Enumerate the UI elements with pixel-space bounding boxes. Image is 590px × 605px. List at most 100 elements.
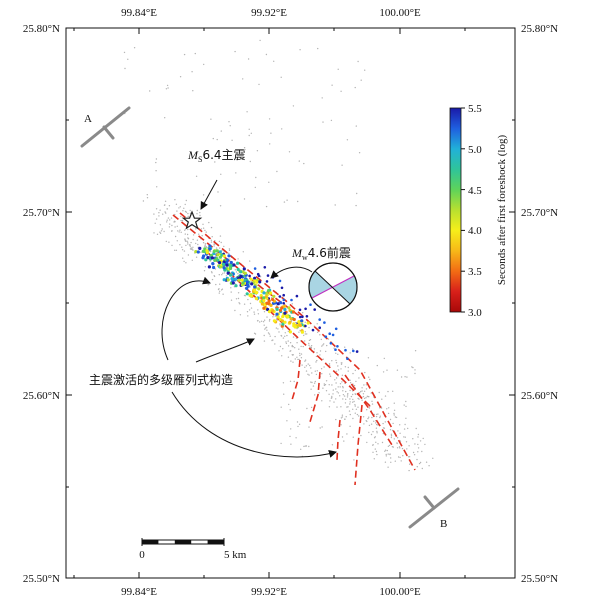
background-event [316, 323, 318, 325]
background-event [399, 432, 401, 434]
background-event [304, 340, 306, 342]
colorbar-ticks [461, 107, 465, 313]
background-event [366, 441, 368, 444]
background-event [370, 423, 373, 425]
background-event [322, 358, 324, 360]
foreshock-event [306, 321, 310, 325]
background-event [371, 403, 374, 405]
background-event [180, 219, 182, 222]
background-event [186, 240, 188, 242]
foreshock-event [236, 267, 240, 272]
foreshock-event [222, 260, 226, 264]
background-event [306, 407, 308, 410]
background-event [331, 384, 333, 386]
background-event [358, 415, 360, 417]
background-event [396, 442, 398, 444]
background-event [345, 416, 347, 418]
foreshock-event [280, 319, 284, 323]
background-event [185, 199, 187, 202]
background-event [258, 83, 260, 86]
colorbar-tick-label: 3.5 [468, 266, 482, 278]
background-event [335, 377, 338, 379]
background-event [222, 293, 224, 295]
background-event [296, 356, 298, 358]
background-event [319, 354, 321, 356]
background-event [192, 234, 195, 236]
background-event [174, 213, 176, 216]
background-event [341, 436, 344, 438]
foreshock-event [222, 254, 226, 258]
background-event [213, 243, 216, 245]
background-event [195, 175, 198, 177]
background-event [381, 441, 384, 444]
background-event [321, 426, 323, 428]
background-event [352, 408, 354, 410]
foreshock-event [280, 306, 284, 310]
background-event [344, 366, 347, 368]
foreshock-event [216, 253, 220, 257]
background-event [384, 395, 387, 397]
background-event [340, 368, 342, 370]
background-event [298, 423, 301, 425]
background-event [374, 448, 376, 450]
background-event [321, 97, 323, 99]
foreshock-event [276, 315, 280, 319]
foreshock-event [334, 327, 338, 331]
background-event [385, 455, 387, 457]
background-event [425, 461, 428, 463]
foreshock-event [328, 332, 332, 336]
background-event [316, 331, 319, 333]
background-event [171, 244, 173, 247]
background-event [393, 412, 395, 415]
background-event [381, 398, 383, 400]
background-event [336, 391, 338, 393]
background-event [372, 451, 374, 453]
background-event [383, 357, 385, 360]
mainshock-label-m: M [187, 148, 199, 162]
colorbar-tick-label: 3.0 [468, 307, 482, 319]
background-event [374, 436, 376, 438]
background-event [210, 226, 213, 229]
foreshock-event [267, 299, 271, 303]
background-event [202, 242, 205, 244]
background-event [347, 370, 349, 372]
foreshock-event [266, 274, 270, 277]
fault-trace [309, 371, 321, 423]
background-event [303, 334, 305, 337]
background-event [322, 344, 324, 346]
foreshock-event [272, 294, 276, 298]
foreshock-event [231, 281, 235, 285]
background-event [255, 176, 257, 179]
background-event [368, 424, 371, 427]
background-event [349, 401, 351, 403]
background-event [402, 455, 404, 457]
mainshock-label-sub: S [198, 155, 202, 164]
background-event [309, 364, 311, 367]
background-event [291, 303, 293, 305]
foreshock-event [241, 281, 245, 285]
background-event [211, 272, 213, 274]
background-event [209, 250, 212, 253]
background-event [321, 373, 323, 375]
colorbar-tick-label: 5.5 [468, 103, 482, 115]
background-event [308, 342, 310, 345]
background-event [242, 78, 244, 80]
background-event [228, 249, 231, 251]
background-event [202, 194, 205, 196]
foreshock-event [278, 295, 282, 298]
background-event [146, 194, 148, 196]
background-event [376, 364, 378, 367]
foreshock-event [225, 263, 229, 267]
background-event [365, 397, 367, 399]
background-event [361, 399, 363, 401]
background-event [342, 387, 344, 389]
background-event [355, 408, 358, 410]
background-event [325, 380, 328, 382]
background-event [214, 161, 216, 163]
background-event [284, 335, 286, 337]
background-event [330, 119, 333, 122]
background-event [357, 60, 359, 63]
background-event [159, 224, 162, 226]
background-event [183, 207, 185, 209]
background-event [146, 197, 149, 199]
